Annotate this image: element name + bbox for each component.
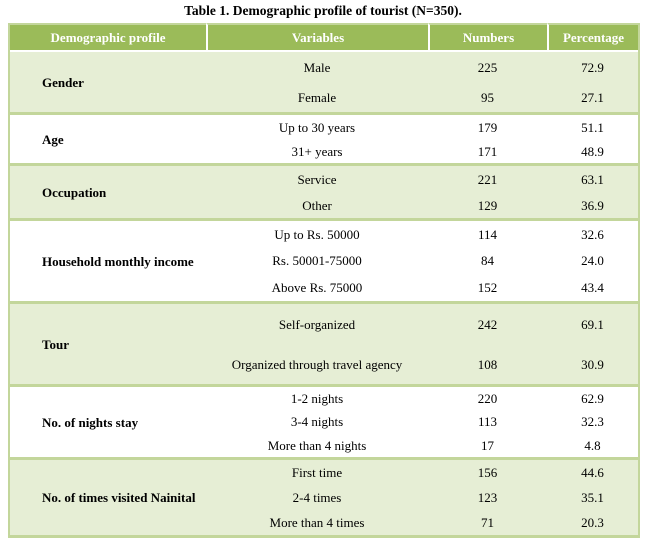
numbers-cell: 242 108 [428,301,547,384]
percentage-value: 32.6 [581,226,604,242]
percentages-cell: 62.9 32.3 4.8 [547,384,638,457]
variable-value: Female [297,89,337,105]
percentage-value: 72.9 [581,59,604,75]
table-row: Household monthly income Up to Rs. 50000 R… [10,218,638,301]
percentage-value: 32.3 [581,414,604,430]
percentages-cell: 63.1 36.9 [547,163,638,218]
number-value: 225 [477,59,498,75]
percentage-value: 30.9 [581,356,604,372]
header-variables: Variables [206,23,428,50]
header-numbers: Numbers [428,23,547,50]
number-value: 156 [477,465,498,480]
percentages-cell: 69.1 30.9 [547,301,638,384]
numbers-cell: 156 123 71 [428,457,547,535]
percentage-value: 27.1 [581,89,604,105]
number-value: 108 [477,356,498,372]
variable-value: Self-organized [278,316,356,332]
percentage-value: 36.9 [581,197,604,213]
percentage-value: 20.3 [581,515,604,530]
percentage-value: 44.6 [581,465,604,480]
table-row: Occupation Service Other 221 129 63.1 36.9 [10,163,638,218]
number-value: 123 [477,490,498,505]
table-body: Gender Male Female 225 95 72.9 27.1 Age Up to 30… [10,50,638,535]
variable-value: 3-4 nights [290,414,344,430]
number-value: 113 [477,414,498,430]
number-value: 242 [477,316,498,332]
percentage-value: 35.1 [581,490,604,505]
variable-value: Up to Rs. 50000 [274,226,360,242]
variables-cell: First time 2-4 times More than 4 times [206,457,428,535]
number-value: 220 [477,391,498,407]
table-row: No. of times visited Nainital First time 2… [10,457,638,535]
variable-value: First time [291,465,343,480]
number-value: 17 [481,437,494,453]
header-percentage: Percentage [547,23,638,50]
table-header-row: Demographic profile Variables Numbers Pe… [10,23,638,50]
variables-cell: Service Other [206,163,428,218]
profile-cell: No. of nights stay [10,384,206,457]
table-row: No. of nights stay 1-2 nights 3-4 nights Mo… [10,384,638,457]
profile-cell: Age [10,112,206,163]
numbers-cell: 114 84 152 [428,218,547,301]
number-value: 114 [477,226,498,242]
variables-cell: 1-2 nights 3-4 nights More than 4 nights [206,384,428,457]
number-value: 221 [477,171,498,187]
percentages-cell: 32.6 24.0 43.4 [547,218,638,301]
variable-value: Other [302,197,332,213]
variables-cell: Male Female [206,50,428,112]
percentage-value: 69.1 [581,316,604,332]
number-value: 171 [477,143,498,159]
percentage-value: 63.1 [581,171,604,187]
table-title: Table 1. Demographic profile of tourist … [184,3,462,18]
percentages-cell: 72.9 27.1 [547,50,638,112]
variables-cell: Up to Rs. 50000 Rs. 50001-75000 Above Rs. … [206,218,428,301]
percentage-value: 62.9 [581,391,604,407]
variable-value: Above Rs. 75000 [271,280,363,296]
number-value: 71 [481,515,494,530]
variable-value: Rs. 50001-75000 [272,253,362,269]
variable-value: Organized through travel agency [231,356,403,372]
number-value: 179 [477,119,498,135]
profile-cell: Household monthly income [10,218,206,301]
variables-cell: Self-organized Organized through travel a… [206,301,428,384]
percentage-value: 24.0 [581,253,604,269]
variable-value: More than 4 times [269,515,365,530]
numbers-cell: 225 95 [428,50,547,112]
variable-value: More than 4 nights [267,437,367,453]
variables-cell: Up to 30 years 31+ years [206,112,428,163]
percentages-cell: 44.6 35.1 20.3 [547,457,638,535]
percentage-value: 4.8 [584,437,601,453]
percentages-cell: 51.1 48.9 [547,112,638,163]
variable-value: Service [297,171,337,187]
number-value: 95 [481,89,494,105]
numbers-cell: 221 129 [428,163,547,218]
variable-value: Male [303,59,331,75]
profile-cell: Occupation [10,163,206,218]
variable-value: 1-2 nights [290,391,344,407]
profile-cell: Tour [10,301,206,384]
demographic-table: Demographic profile Variables Numbers Pe… [8,23,640,538]
variable-value: 2-4 times [292,490,342,505]
percentage-value: 48.9 [581,143,604,159]
percentage-value: 51.1 [581,119,604,135]
variable-value: Up to 30 years [278,119,356,135]
numbers-cell: 179 171 [428,112,547,163]
profile-cell: No. of times visited Nainital [10,457,206,535]
table-row: Age Up to 30 years 31+ years 179 171 51.1 48.9 [10,112,638,163]
profile-cell: Gender [10,50,206,112]
table-row: Gender Male Female 225 95 72.9 27.1 [10,50,638,112]
number-value: 84 [481,253,494,269]
table-row: Tour Self-organized Organized through trav… [10,301,638,384]
header-demographic-profile: Demographic profile [10,23,206,50]
number-value: 129 [477,197,498,213]
number-value: 152 [477,280,498,296]
variable-value: 31+ years [291,143,343,159]
percentage-value: 43.4 [581,280,604,296]
numbers-cell: 220 113 17 [428,384,547,457]
